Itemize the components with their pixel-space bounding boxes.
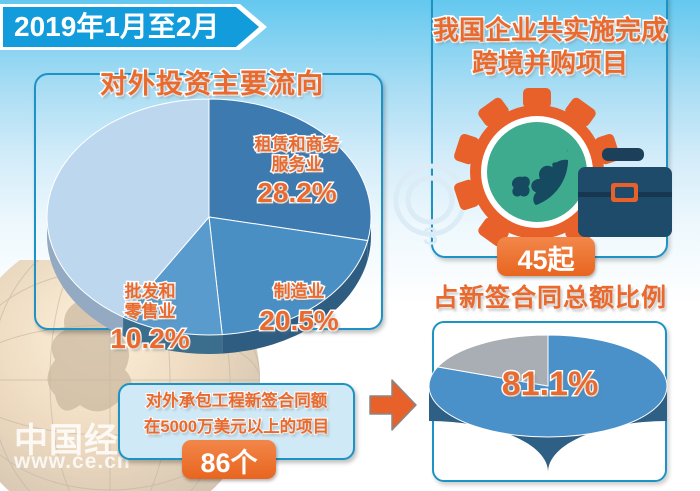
svg-text:$: $ bbox=[423, 221, 438, 251]
